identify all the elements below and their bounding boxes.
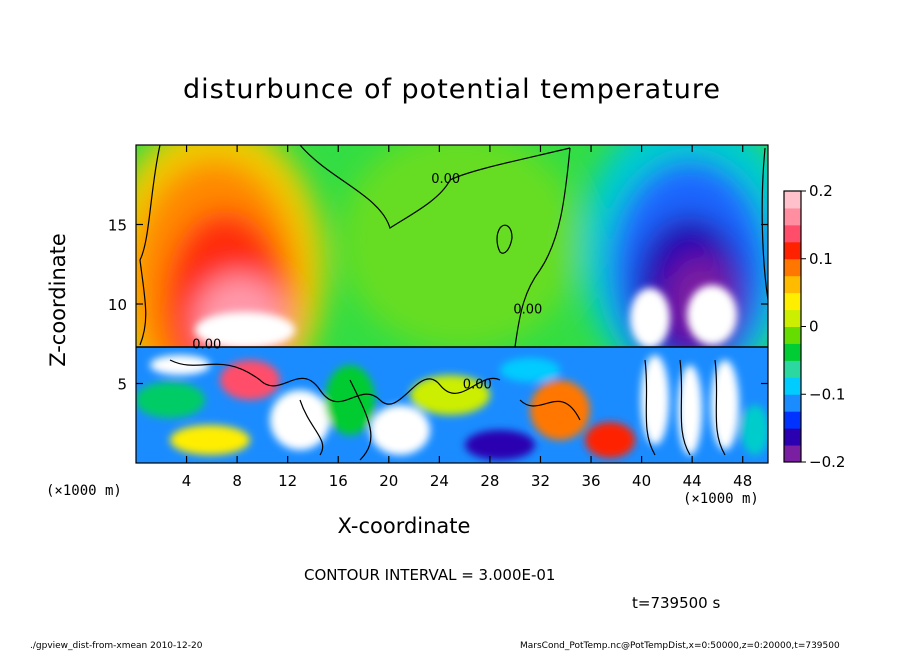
colorbar-swatch [784,343,801,361]
contour-lines [136,145,768,461]
colorbar-swatch [784,360,801,378]
zero-contour-left [139,145,161,346]
colorbar-tick-label: −0.2 [809,453,845,471]
x-tick-label: 36 [581,472,600,490]
contour-labels: 0.00 0.00 0.00 0.00 [192,172,542,392]
colorbar-swatch [784,241,801,260]
time-stamp: t=739500 s [632,594,721,612]
y-tick-label: 10 [108,296,127,314]
colorbar-swatch [784,411,801,429]
x-axis-label-row: X-coordinate [0,514,904,538]
x-tick-label: 4 [182,472,192,490]
y-tick-label: 15 [108,217,127,235]
x-tick-label: 40 [632,472,651,490]
zero-contour-right [514,147,571,348]
colorbar-tick-label: 0.2 [809,182,833,200]
colorbar-swatch [784,326,801,344]
footer-right: MarsCond_PotTemp.nc@PotTempDist,x=0:5000… [520,641,840,651]
colorbar-swatch [784,207,801,226]
x-tick-label: 48 [733,472,752,490]
contour-label: 0.00 [431,172,460,187]
y-axis-label: Z-coordinate [46,233,70,367]
x-axis-unit-left: (×1000 m) [46,483,122,499]
lower-layer-blobs [136,355,768,460]
contour-island [496,224,513,254]
warm-white-core [195,312,295,348]
zero-contour-right-edge [761,147,768,301]
x-tick-label: 32 [531,472,550,490]
x-tick-label: 16 [329,472,348,490]
cool-white-core-a [630,288,670,348]
colorbar-swatch [784,394,801,412]
colorbar-tick-label: 0 [809,318,819,336]
colorbar-swatch [784,191,801,209]
x-axis-unit-right: (×1000 m) [683,491,759,507]
contour-label: 0.00 [513,303,542,318]
colorbar-swatch [784,224,801,243]
colorbar-tick-label: −0.1 [809,385,845,403]
x-tick-label: 28 [480,472,499,490]
colorbar-swatch [784,428,801,446]
x-tick-label: 20 [379,472,398,490]
colorbar-tick-label: 0.1 [809,250,833,268]
colorbar-swatch [784,292,801,311]
x-tick-label: 44 [683,472,702,490]
lower-contours-a [169,359,501,405]
y-tick-label: 5 [117,376,127,394]
zero-contour-top [299,145,571,229]
contour-interval-note: CONTOUR INTERVAL = 3.000E-01 [304,566,556,584]
x-axis-label: X-coordinate [337,514,471,538]
colorbar-swatch [784,258,801,277]
contour-label: 0.00 [463,377,492,392]
x-tick-label: 12 [278,472,297,490]
heatmap-field [136,145,768,463]
footer-left: ./gpview_dist-from-xmean 2010-12-20 [30,641,203,651]
x-tick-label: 8 [232,472,242,490]
y-axis-ticks: 5 10 15 [108,217,768,394]
x-tick-label: 24 [430,472,449,490]
colorbar-swatch [784,275,801,294]
contour-label: 0.00 [192,338,221,353]
colorbar-swatch [784,309,801,327]
colorbar: 0.2 0.1 0 −0.1 −0.2 [783,182,845,471]
cool-white-core-b [687,285,737,345]
lower-contours-b [299,379,581,461]
chart-title: disturbunce of potential temperature [183,74,721,105]
x-axis-ticks: 4 8 12 16 20 24 28 32 36 40 44 48 [182,145,752,490]
colorbar-swatch [784,377,801,395]
colorbar-swatch [784,445,801,463]
lower-contours-c [644,359,726,456]
mid-green [340,145,580,350]
